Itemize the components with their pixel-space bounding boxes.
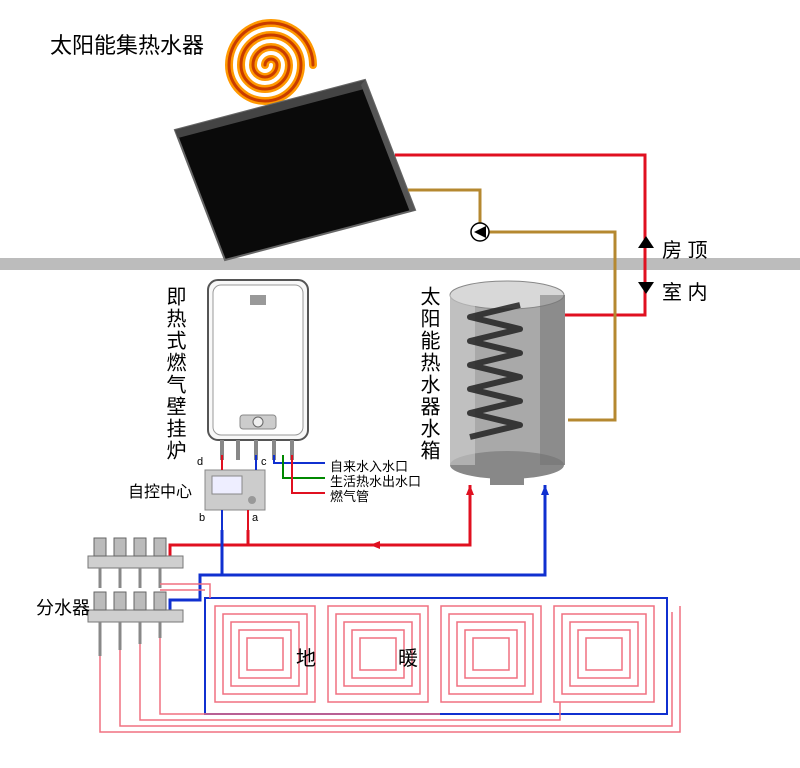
floor-coils xyxy=(215,606,654,702)
label-port-c: c xyxy=(261,456,267,468)
sun-icon xyxy=(229,23,313,101)
arrow-hot-left xyxy=(370,541,380,549)
label-port-d: d xyxy=(197,456,203,468)
manifold-unit xyxy=(88,538,183,656)
label-port-b: b xyxy=(199,512,205,524)
indoor-marker xyxy=(638,282,654,294)
label-rooftop: 房 顶 xyxy=(662,234,708,263)
control-box xyxy=(205,470,265,510)
arrow-hot-to-tank xyxy=(466,485,474,495)
label-floor-left: 地 xyxy=(296,642,316,671)
label-boiler: 即热式燃气壁挂炉 xyxy=(160,286,189,462)
label-tank: 太阳能热水器水箱 xyxy=(414,286,443,462)
title-solar-collector: 太阳能集热水器 xyxy=(50,28,204,60)
solar-panel xyxy=(175,80,415,260)
label-control-center: 自控中心 xyxy=(128,478,192,502)
arrow-cold-to-tank xyxy=(541,485,549,495)
solar-tank xyxy=(450,281,565,485)
pipe-hot-outlet-stub xyxy=(283,455,325,478)
label-indoor: 室 内 xyxy=(662,276,708,305)
label-port-a: a xyxy=(252,512,258,524)
rooftop-marker xyxy=(638,236,654,248)
pump-icon xyxy=(471,223,489,241)
label-floor-right: 暖 xyxy=(398,642,418,671)
pipe-gas-stub xyxy=(292,455,325,493)
floor-frame xyxy=(205,598,667,714)
label-manifold: 分水器 xyxy=(36,594,90,620)
label-gas: 燃气管 xyxy=(330,486,369,505)
pipe-cold-inlet-stub xyxy=(274,455,325,463)
boiler-unit xyxy=(208,280,308,460)
